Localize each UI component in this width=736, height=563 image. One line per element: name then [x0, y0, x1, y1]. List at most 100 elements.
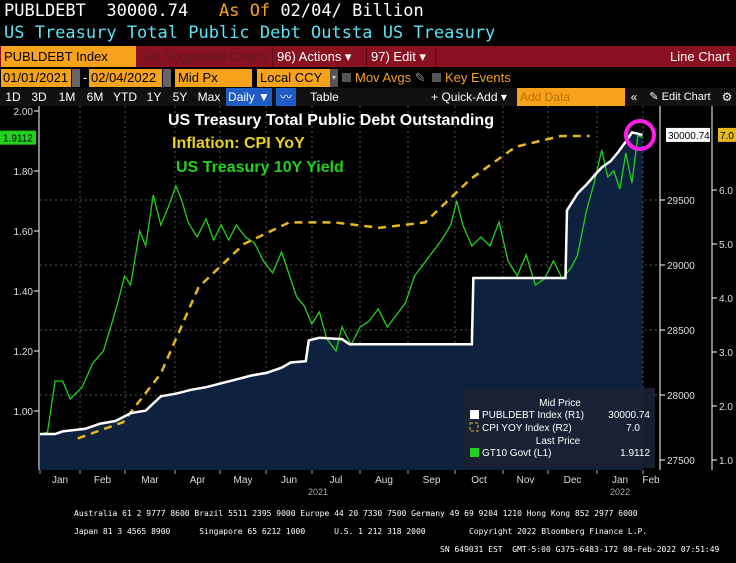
- right2-tick-label: 2.0: [719, 402, 733, 413]
- x-tick-label: Feb: [94, 475, 112, 486]
- right-tick-label: 27500: [667, 456, 695, 467]
- security-field[interactable]: PUBLDEBT Index: [1, 46, 136, 67]
- checkbox[interactable]: [342, 73, 351, 82]
- right-tick-label: 29000: [667, 261, 695, 272]
- frequency-select[interactable]: Daily ▼: [226, 88, 272, 106]
- date-controls: 01/01/2021 - 02/04/2022 Mid Px Local CCY…: [0, 68, 736, 88]
- left-tick-label: 1.80: [14, 167, 34, 178]
- quick-add-button[interactable]: + Quick-Add ▾: [431, 90, 507, 104]
- key-events-toggle[interactable]: Key Events: [432, 69, 511, 87]
- debt-line: [40, 130, 643, 436]
- x-tick-label: Nov: [517, 475, 535, 486]
- right2-tick-label: 4.0: [719, 294, 733, 305]
- x-tick-label: Jul: [330, 475, 343, 486]
- edit-menu[interactable]: 97) Edit ▾: [366, 46, 436, 67]
- x-tick-label: Mar: [141, 475, 159, 486]
- last-tag-debt: [666, 127, 710, 142]
- legend-swatch-debt: [470, 410, 479, 419]
- legend-label-debt: PUBLDEBT Index (R1): [482, 410, 584, 421]
- x-tick-label: Oct: [471, 475, 487, 486]
- main-toolbar: PUBLDEBT Index 94) Suggested Charts 96) …: [0, 46, 736, 67]
- legend-value-debt: 30000.74: [608, 410, 650, 421]
- calendar-icon[interactable]: [72, 69, 80, 87]
- left-tick-label: 1.00: [14, 407, 34, 418]
- line-chart-icon[interactable]: 〰: [276, 88, 296, 106]
- calendar-icon[interactable]: [163, 69, 171, 87]
- chevron-down-icon[interactable]: ▾: [330, 69, 338, 87]
- ticker: PUBLDEBT: [4, 1, 86, 21]
- left-tick-label: 1.60: [14, 227, 34, 238]
- gear-icon[interactable]: ⚙: [721, 90, 733, 104]
- x-tick-label: Apr: [190, 475, 206, 486]
- as-of-label: As Of: [218, 1, 271, 21]
- legend-label-gt10: GT10 Govt (L1): [482, 448, 551, 459]
- x-tick-label: Jan: [612, 475, 628, 486]
- year-label: 2021: [308, 487, 328, 497]
- legend-value-gt10: 1.9112: [620, 448, 650, 459]
- period-5y[interactable]: 5Y: [172, 90, 188, 104]
- right-tick-label: 28500: [667, 326, 695, 337]
- mov-avgs-label: Mov Avgs: [355, 70, 412, 85]
- period-bar: 1D 3D 1M 6M YTD 1Y 5Y Max Daily ▼ 〰 Tabl…: [0, 88, 736, 106]
- x-tick-label: Sep: [423, 475, 441, 486]
- x-tick-label: Jan: [52, 475, 68, 486]
- period-max[interactable]: Max: [197, 90, 221, 104]
- period-1y[interactable]: 1Y: [146, 90, 162, 104]
- footer-line-2: Japan 81 3 4565 8900 Singapore 65 6212 1…: [74, 527, 648, 536]
- x-tick-label: Dec: [564, 475, 582, 486]
- mov-avgs-toggle[interactable]: Mov Avgs ✎: [342, 69, 426, 87]
- checkbox[interactable]: [432, 73, 441, 82]
- footer: Australia 61 2 9777 8600 Brazil 5511 239…: [0, 500, 736, 563]
- left-tick-label: 1.40: [14, 287, 34, 298]
- chart-title-gt10: US Treasury 10Y Yield: [176, 159, 344, 176]
- edit-chart-button[interactable]: ✎ Edit Chart: [649, 91, 711, 103]
- legend-label-cpi: CPI YOY Index (R2): [482, 423, 572, 434]
- last-tag-gt10-text: 1.9112: [3, 134, 33, 145]
- period-6m[interactable]: 6M: [86, 90, 104, 104]
- chart[interactable]: Jan Feb Mar Apr May Jun Jul Aug Sep Oct Nov Dec Jan F…: [0, 106, 736, 500]
- key-events-label: Key Events: [445, 70, 511, 85]
- debt-area-fill: [40, 132, 643, 470]
- x-tick-label: May: [234, 475, 253, 486]
- x-tick-label: Aug: [375, 475, 393, 486]
- period-3d[interactable]: 3D: [31, 90, 47, 104]
- date-separator: -: [83, 70, 88, 85]
- right2-tick-label: 3.0: [719, 348, 733, 359]
- last-tag-cpi: [718, 127, 736, 142]
- year-label: 2022: [610, 487, 630, 497]
- currency-select[interactable]: Local CCY: [257, 69, 330, 87]
- right2-tick-label: 6.0: [719, 186, 733, 197]
- collapse-icon[interactable]: «: [630, 90, 638, 104]
- unit-label: Billion: [352, 1, 424, 21]
- suggested-charts-button[interactable]: 94) Suggested Charts: [142, 49, 269, 64]
- x-tick-label: Jun: [281, 475, 297, 486]
- footer-line-1: Australia 61 2 9777 8600 Brazil 5511 239…: [74, 509, 638, 518]
- field-select[interactable]: Mid Px: [175, 69, 252, 87]
- security-header: PUBLDEBT 30000.74 As Of 02/04/ Billion: [4, 1, 424, 21]
- as-of-date: 02/04/: [280, 1, 342, 21]
- table-button[interactable]: Table: [310, 90, 339, 104]
- end-date-input[interactable]: 02/04/2022: [89, 69, 162, 87]
- add-data-input[interactable]: Add Data: [517, 88, 625, 106]
- right-tick-label: 29500: [667, 196, 695, 207]
- legend-value-cpi: 7.0: [626, 423, 640, 434]
- legend-last-header: Last Price: [536, 436, 581, 447]
- left-tick-label: 2.00: [14, 107, 34, 118]
- left-tick-label: 1.20: [14, 347, 34, 358]
- start-date-input[interactable]: 01/01/2021: [1, 69, 71, 87]
- legend-swatch-cpi: [469, 422, 479, 432]
- legend-mid-header: Mid Price: [539, 398, 581, 409]
- last-value: 30000.74: [106, 1, 189, 21]
- x-tick-label: Feb: [642, 475, 660, 486]
- footer-line-3: SN 649031 EST GMT-5:00 G375-6483-172 08-…: [440, 545, 720, 554]
- right2-tick-label: 5.0: [719, 240, 733, 251]
- legend: Mid Price PUBLDEBT Index (R1) 30000.74 C…: [463, 388, 655, 468]
- pencil-icon[interactable]: ✎: [414, 70, 426, 85]
- actions-menu[interactable]: 96) Actions ▾: [272, 46, 364, 67]
- period-1m[interactable]: 1M: [58, 90, 76, 104]
- period-ytd[interactable]: YTD: [113, 90, 137, 104]
- chart-type-label[interactable]: Line Chart: [670, 49, 730, 64]
- period-1d[interactable]: 1D: [5, 90, 21, 104]
- last-tag-gt10: [0, 130, 36, 145]
- chart-title-cpi: Inflation: CPI YoY: [172, 135, 305, 152]
